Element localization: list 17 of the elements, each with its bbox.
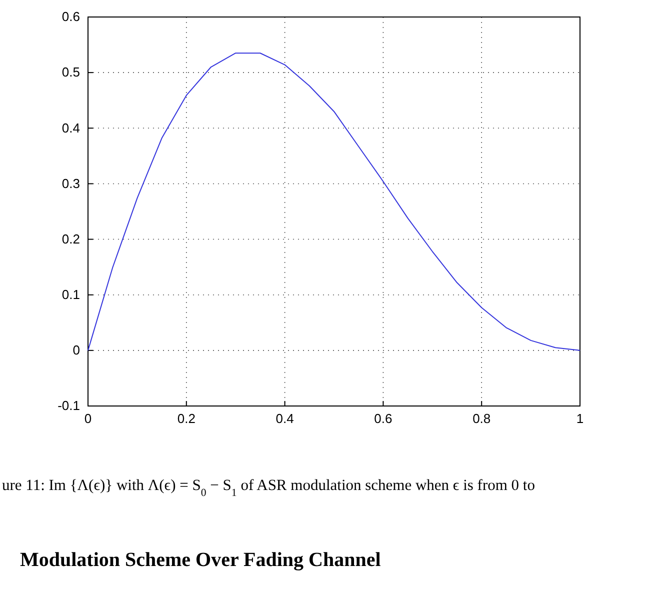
- y-tick-label: 0.3: [62, 176, 80, 191]
- y-tick-label: 0.5: [62, 64, 80, 80]
- y-tick-label: 0.4: [62, 120, 80, 136]
- x-tick-label: 0.8: [472, 411, 491, 426]
- x-tick-label: 0: [84, 411, 92, 426]
- line-series: [88, 52, 580, 351]
- y-tick-label: 0.1: [62, 287, 80, 302]
- x-tick-label: 0.6: [374, 411, 392, 426]
- y-tick-label: 0.6: [62, 9, 80, 24]
- y-tick-label: -0.1: [58, 398, 80, 414]
- text: ure 11: Im {Λ(ϵ)} with Λ(ϵ) = S$_{0}$ − S$_{1}$ of ASR modulation scheme when ϵ is from 0 to: [2, 477, 536, 499]
- y-tick-label: 0.2: [62, 231, 80, 246]
- x-tick-label: 0.2: [177, 411, 196, 426]
- x-tick-label: 0.4: [276, 411, 294, 426]
- x-tick-label: 1: [576, 411, 584, 426]
- text: Modulation Scheme Over Fading Channel: [20, 549, 382, 571]
- y-tick-label: 0: [72, 342, 80, 358]
